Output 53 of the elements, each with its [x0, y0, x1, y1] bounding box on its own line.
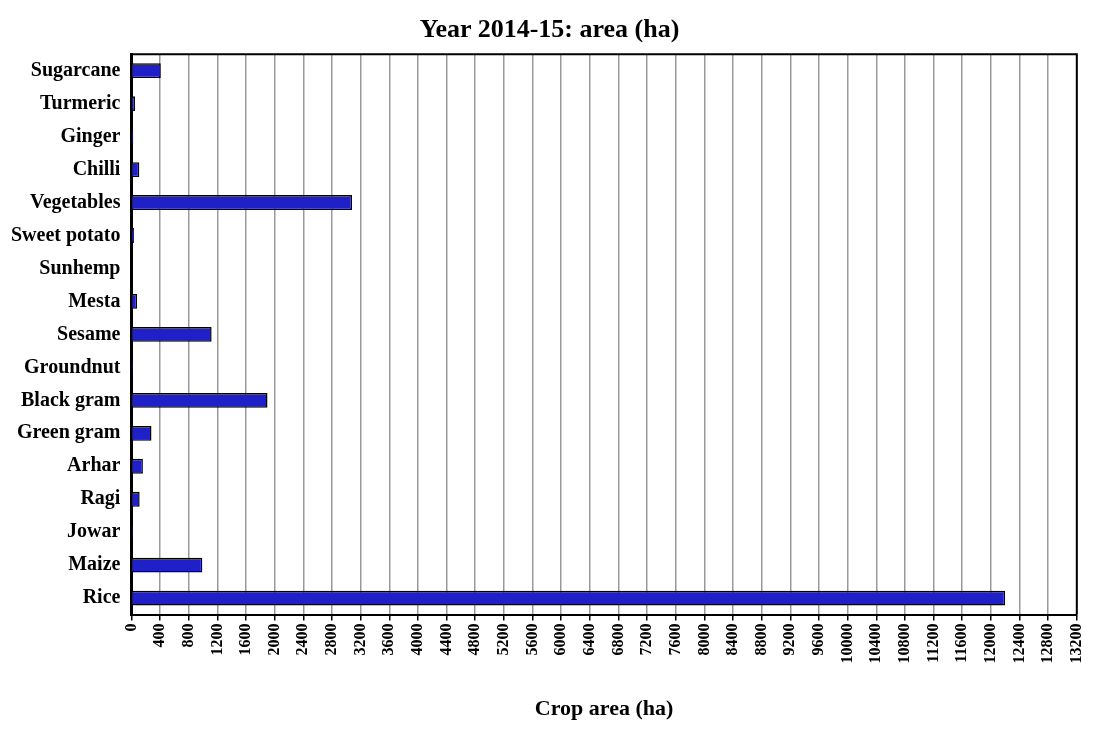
y-tick-label: Sesame [57, 321, 121, 344]
x-tick-label: 10800 [895, 623, 913, 664]
x-tick-label: 12400 [1009, 623, 1027, 664]
x-tick-label: 12800 [1038, 623, 1056, 664]
y-tick-label: Arhar [67, 453, 121, 476]
y-tick-label: Groundnut [24, 354, 121, 377]
y-tick-label: Ragi [80, 486, 121, 510]
x-tick-label: 2000 [264, 623, 282, 656]
x-tick-label: 1600 [236, 623, 254, 656]
x-tick-label: 4000 [408, 623, 426, 656]
y-tick-label: Jowar [67, 519, 121, 542]
y-tick-label: Mesta [68, 288, 121, 311]
y-tick-label: Turmeric [40, 90, 121, 113]
x-tick-label: 8000 [694, 623, 712, 656]
x-tick-label: 0 [121, 623, 139, 632]
x-tick-label: 10400 [866, 623, 884, 664]
x-tick-label: 7600 [665, 623, 683, 656]
x-tick-label: 8800 [751, 623, 769, 656]
x-tick-label: 7200 [637, 623, 655, 656]
y-tick-label: Maize [68, 552, 121, 575]
x-tick-label: 9600 [809, 623, 827, 656]
y-tick-label: Sweet potato [10, 222, 121, 246]
y-tick-label: Ginger [60, 123, 121, 147]
x-tick-label: 6400 [579, 623, 597, 656]
y-tick-label: Green gram [16, 420, 121, 444]
y-tick-label: Sunhemp [39, 255, 121, 279]
x-tick-label: 800 [178, 623, 196, 648]
y-tick-label: Sugarcane [30, 57, 121, 81]
x-tick-label: 3600 [379, 623, 397, 656]
x-tick-label: 6800 [608, 623, 626, 656]
x-tick-label: 11600 [952, 623, 970, 663]
x-tick-label: 4400 [436, 623, 454, 656]
x-axis-title: Crop area (ha) [534, 695, 674, 721]
x-tick-label: 2400 [293, 623, 311, 656]
x-tick-label: 10000 [837, 623, 855, 664]
y-tick-label: Chilli [72, 156, 121, 179]
y-tick-label: Vegetables [30, 189, 121, 213]
x-tick-label: 12000 [981, 623, 998, 664]
x-tick-label: 4800 [465, 623, 483, 656]
x-tick-label: 2800 [322, 623, 340, 656]
x-tick-label: 9200 [780, 623, 798, 656]
x-tick-label: 11200 [923, 623, 941, 663]
x-tick-label: 1200 [207, 623, 225, 656]
x-tick-label: 8400 [723, 623, 741, 656]
x-tick-label: 3200 [350, 623, 368, 656]
x-tick-label: 5200 [493, 623, 511, 656]
x-tick-label: 400 [150, 623, 168, 648]
x-tick-label: 6000 [551, 623, 569, 656]
y-tick-label: Rice [82, 585, 121, 608]
chart-title: Year 2014-15: area (ha) [419, 14, 680, 44]
y-tick-label: Black gram [20, 387, 121, 411]
x-tick-label: 13200 [1066, 623, 1084, 664]
x-tick-label: 5600 [522, 623, 540, 656]
